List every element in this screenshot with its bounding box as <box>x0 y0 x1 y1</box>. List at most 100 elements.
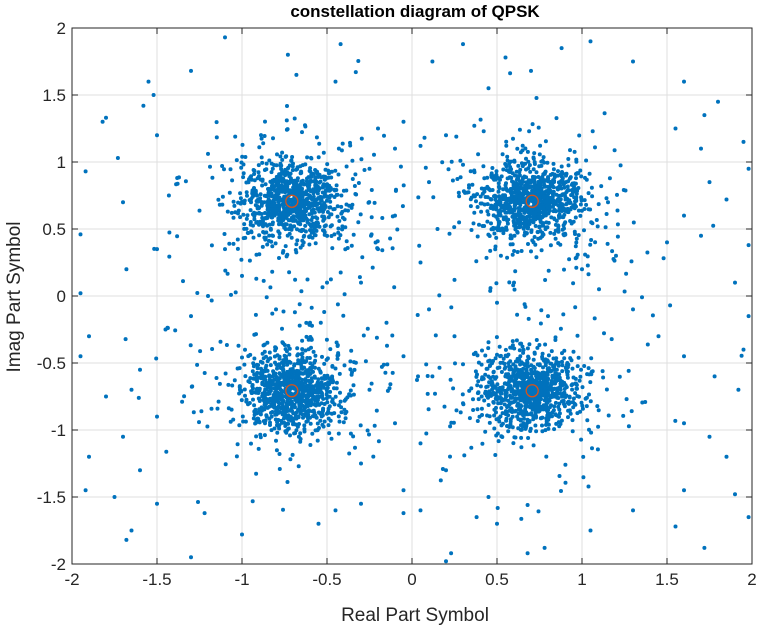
data-point <box>335 344 340 348</box>
data-point <box>268 285 273 290</box>
data-point <box>553 338 558 342</box>
data-point <box>183 179 188 184</box>
data-point <box>534 96 539 100</box>
data-point <box>259 133 263 138</box>
data-point <box>573 215 578 220</box>
data-point <box>505 424 509 428</box>
y-tick-label: -1 <box>51 421 66 440</box>
data-point <box>483 353 488 358</box>
data-point <box>230 383 235 388</box>
data-point <box>553 400 558 405</box>
data-point <box>262 349 267 354</box>
data-point <box>348 393 353 398</box>
data-point <box>485 195 490 200</box>
data-point <box>518 341 523 346</box>
data-point <box>303 124 308 129</box>
data-point <box>343 208 348 213</box>
data-point <box>542 545 547 550</box>
data-point <box>496 189 501 194</box>
data-point <box>288 387 293 392</box>
data-point <box>265 340 270 345</box>
data-point <box>265 216 270 220</box>
data-point <box>115 156 120 160</box>
data-point <box>220 164 225 168</box>
data-point <box>223 35 227 40</box>
data-point <box>539 159 544 164</box>
data-point <box>242 222 247 227</box>
data-point <box>263 374 268 379</box>
data-point <box>231 417 236 422</box>
data-point <box>275 430 280 435</box>
data-point <box>272 188 277 193</box>
data-point <box>330 400 335 405</box>
data-point <box>510 242 515 247</box>
data-point <box>341 313 346 318</box>
data-point <box>252 403 257 408</box>
data-point <box>286 343 291 348</box>
y-tick-label: 0 <box>57 287 66 306</box>
data-point <box>325 382 330 387</box>
data-point <box>223 371 228 376</box>
data-point <box>486 403 491 407</box>
data-point <box>286 426 291 431</box>
data-point <box>610 249 615 254</box>
data-point <box>545 359 550 364</box>
data-point <box>572 184 576 189</box>
data-point <box>523 146 528 151</box>
data-point <box>524 156 528 161</box>
data-point <box>503 374 508 379</box>
data-point <box>205 424 210 429</box>
data-point <box>292 218 297 223</box>
data-point <box>480 348 484 353</box>
data-point <box>489 221 493 226</box>
data-point <box>570 418 575 423</box>
data-point <box>272 426 277 431</box>
data-point <box>182 394 187 399</box>
data-point <box>260 183 265 188</box>
data-point <box>515 184 520 189</box>
data-point <box>374 335 379 340</box>
data-point <box>326 416 331 421</box>
data-point <box>566 401 571 406</box>
data-point <box>587 427 591 432</box>
data-point <box>300 194 305 198</box>
data-point <box>546 190 551 195</box>
data-point <box>175 181 180 186</box>
data-point <box>337 371 342 376</box>
data-point <box>739 353 744 358</box>
data-point <box>534 255 539 260</box>
data-point <box>273 345 278 350</box>
data-point <box>274 375 279 380</box>
data-point <box>326 409 331 414</box>
data-point <box>592 316 597 321</box>
data-point <box>515 230 520 235</box>
data-point <box>295 238 300 243</box>
data-point <box>366 200 371 205</box>
data-point <box>336 431 341 436</box>
data-point <box>254 471 259 476</box>
data-point <box>602 331 606 336</box>
data-point <box>222 232 227 236</box>
data-point <box>453 361 457 366</box>
data-point <box>596 408 601 413</box>
data-point <box>579 196 584 201</box>
data-point <box>303 380 308 385</box>
data-point <box>259 155 264 160</box>
data-point <box>272 405 277 410</box>
data-point <box>252 178 257 183</box>
data-point <box>415 313 420 317</box>
data-point <box>578 213 583 218</box>
data-point <box>282 383 287 388</box>
data-point <box>557 372 562 377</box>
data-point <box>384 320 389 325</box>
data-point <box>284 118 289 123</box>
data-point <box>190 384 195 389</box>
data-point <box>317 172 322 177</box>
data-point <box>264 161 269 166</box>
data-point <box>577 378 582 383</box>
data-point <box>138 367 142 372</box>
data-point <box>244 180 249 185</box>
data-point <box>733 492 737 497</box>
data-point <box>712 374 717 379</box>
data-point <box>319 198 324 203</box>
